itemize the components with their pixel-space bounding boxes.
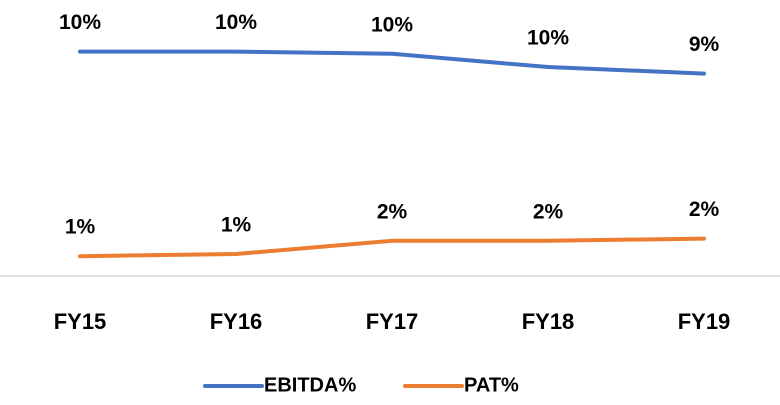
legend-label: PAT%: [464, 374, 519, 396]
data-label: 2%: [689, 198, 720, 221]
data-label: 2%: [533, 200, 564, 223]
data-label: 10%: [215, 11, 257, 34]
x-tick-label: FY16: [210, 309, 263, 334]
data-label: 1%: [221, 214, 252, 237]
data-label: 10%: [527, 27, 569, 50]
x-tick-label: FY15: [54, 309, 107, 334]
line-series: [78, 236, 706, 259]
x-tick-label: FY18: [522, 309, 575, 334]
line-series: [78, 49, 706, 76]
data-label: 10%: [59, 11, 101, 34]
data-label: 9%: [689, 33, 720, 56]
data-label: 10%: [371, 13, 413, 36]
x-tick-label: FY17: [366, 309, 419, 334]
legend-label: EBITDA%: [264, 374, 356, 396]
data-label: 2%: [377, 200, 408, 223]
data-label: 1%: [65, 216, 96, 239]
x-tick-label: FY19: [678, 309, 731, 334]
